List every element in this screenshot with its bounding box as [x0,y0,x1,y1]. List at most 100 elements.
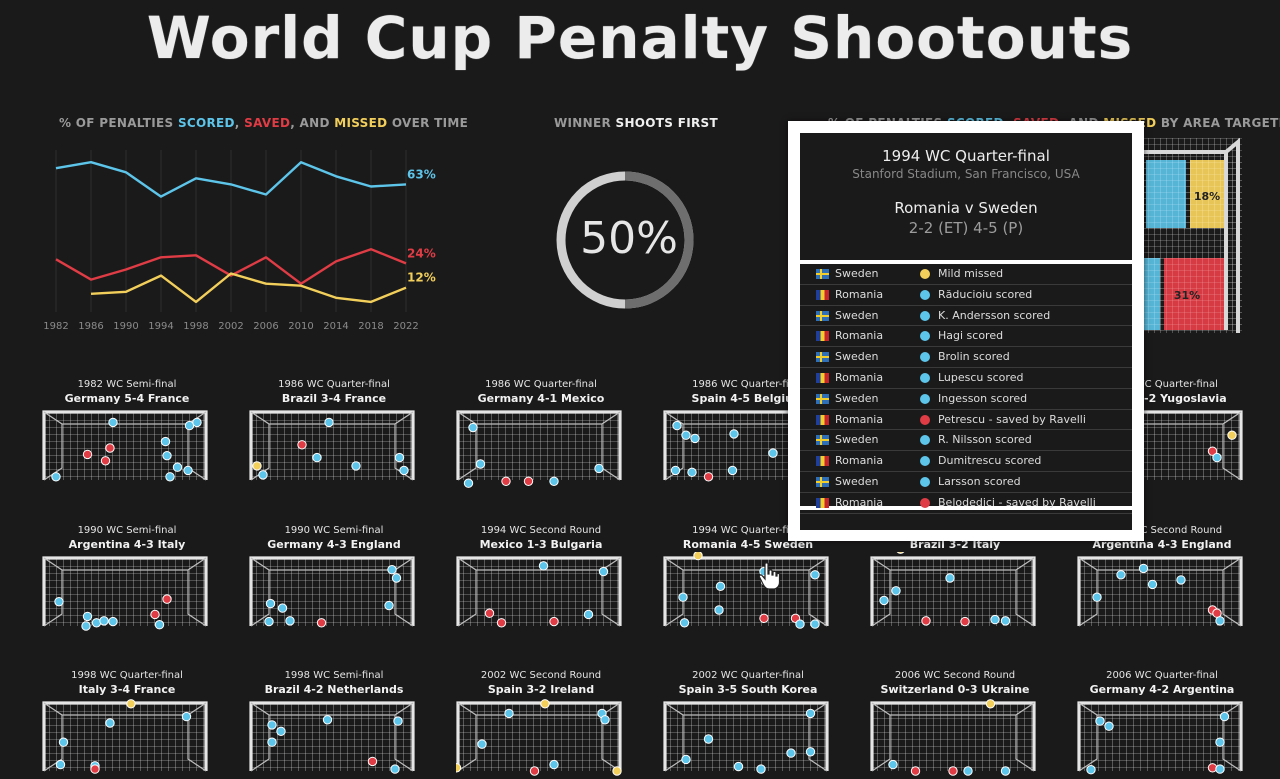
penalty-dot[interactable] [549,616,559,627]
penalty-dot[interactable] [681,754,691,765]
penalty-dot[interactable] [523,476,534,486]
penalty-dot[interactable] [456,763,462,773]
penalty-dot[interactable] [759,613,769,624]
penalty-dot[interactable] [888,759,898,770]
series-line-saved[interactable] [55,248,407,285]
penalty-dot[interactable] [714,605,724,615]
penalty-dot[interactable] [55,759,66,770]
penalty-dot[interactable] [727,465,738,476]
penalty-dot[interactable] [285,616,295,626]
penalty-dot[interactable] [150,609,160,620]
penalty-dot[interactable] [538,561,549,571]
match-card[interactable]: 1998 WC Semi-final Brazil 4-2 Netherlands [249,669,419,779]
penalty-dot[interactable] [733,761,744,772]
penalty-dot[interactable] [297,440,307,450]
penalty-dot[interactable] [910,766,921,776]
penalty-dot[interactable] [393,716,403,726]
match-card[interactable]: 1998 WC Quarter-final Italy 3-4 France [42,669,212,779]
penalty-dot[interactable] [715,581,726,592]
penalty-dot[interactable] [960,616,970,627]
penalty-dot[interactable] [540,699,550,709]
series-line-missed[interactable] [90,272,407,304]
penalty-dot[interactable] [105,718,115,728]
penalty-dot[interactable] [672,420,682,431]
penalty-dot[interactable] [756,764,766,774]
penalty-dot[interactable] [1086,765,1096,775]
penalty-dot[interactable] [316,618,327,628]
penalty-dot[interactable] [703,734,714,744]
penalty-dot[interactable] [687,467,697,478]
penalty-dot[interactable] [1000,766,1011,776]
penalty-dot[interactable] [990,614,1000,625]
penalty-dot[interactable] [805,747,816,757]
penalty-dot[interactable] [90,764,100,774]
match-card[interactable]: 2002 WC Quarter-final Spain 3-5 South Kor… [663,669,833,779]
match-card[interactable]: 1982 WC Semi-final Germany 5-4 France [42,378,212,488]
penalty-dot[interactable] [390,764,400,774]
penalty-dot[interactable] [810,570,820,580]
penalty-dot[interactable] [475,459,486,469]
penalty-dot[interactable] [1095,716,1105,726]
penalty-dot[interactable] [896,552,905,554]
penalty-dot[interactable] [612,766,622,776]
penalty-dot[interactable] [105,443,115,453]
penalty-dot[interactable] [786,748,796,758]
penalty-dot[interactable] [477,739,487,749]
series-line-scored[interactable] [55,161,407,198]
penalty-dot[interactable] [529,766,540,776]
penalty-dot[interactable] [324,417,334,428]
match-card[interactable]: 1990 WC Semi-final Argentina 4-3 Italy [42,524,212,634]
penalty-dot[interactable] [351,461,361,471]
match-card[interactable]: 1994 WC Quarter-final Romania 4-5 Sweden [663,524,833,634]
penalty-dot[interactable] [504,708,514,719]
penalty-dot[interactable] [58,737,69,747]
penalty-dot[interactable] [891,586,901,596]
penalty-dot[interactable] [1227,430,1237,440]
penalty-dot[interactable] [399,465,409,476]
penalty-dot[interactable] [181,711,192,722]
penalty-dot[interactable] [160,436,171,447]
penalty-dot[interactable] [265,598,276,609]
penalty-dot[interactable] [681,430,691,440]
penalty-dot[interactable] [162,450,172,461]
match-card[interactable]: 1990 WC Semi-final Germany 4-3 England [249,524,419,634]
penalty-dot[interactable] [985,699,996,709]
penalty-dot[interactable] [384,600,394,611]
penalty-dot[interactable] [165,472,175,482]
penalty-dot[interactable] [1207,763,1218,773]
penalty-dot[interactable] [549,476,559,486]
penalty-dot[interactable] [252,461,262,471]
penalty-dot[interactable] [108,417,118,428]
penalty-dot[interactable] [258,470,268,480]
penalty-dot[interactable] [108,616,118,627]
match-card[interactable]: 1986 WC Quarter-final Brazil 3-4 France [249,378,419,488]
penalty-dot[interactable] [126,699,136,709]
penalty-dot[interactable] [795,619,805,629]
penalty-dot[interactable] [879,595,889,606]
match-card[interactable]: 1990 WC Second Round Argentina 4-3 Englan… [1077,524,1247,634]
penalty-dot[interactable] [963,766,973,776]
match-card[interactable]: 2006 WC Quarter-final Germany 4-2 Argenti… [1077,669,1247,779]
penalty-dot[interactable] [367,756,378,767]
penalty-dot[interactable] [501,476,511,486]
penalty-dot[interactable] [82,449,93,460]
penalty-dot[interactable] [805,708,816,719]
penalty-dot[interactable] [82,611,93,622]
penalty-dot[interactable] [463,478,474,488]
penalty-dot[interactable] [600,715,610,725]
penalty-dot[interactable] [484,608,495,618]
penalty-dot[interactable] [100,456,111,466]
penalty-dot[interactable] [1212,452,1222,463]
penalty-dot[interactable] [1219,711,1230,722]
penalty-dot[interactable] [267,737,277,747]
penalty-dot[interactable] [693,552,703,561]
penalty-dot[interactable] [267,720,277,730]
penalty-dot[interactable] [670,465,681,476]
penalty-dot[interactable] [276,726,286,737]
penalty-dot[interactable] [1215,616,1225,626]
penalty-dot[interactable] [1147,579,1158,590]
penalty-dot[interactable] [598,566,609,577]
match-card[interactable]: 2002 WC Second Round Spain 3-2 Ireland [456,669,626,779]
penalty-dot[interactable] [312,452,322,463]
penalty-dot[interactable] [1138,563,1149,574]
